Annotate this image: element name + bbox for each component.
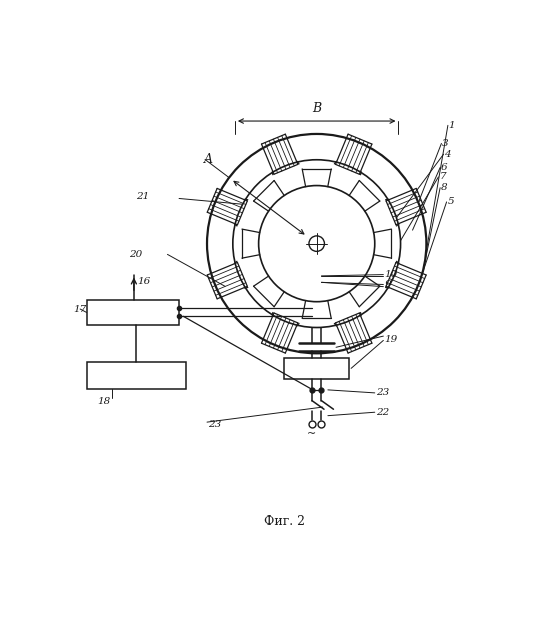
Bar bbox=[87, 300, 179, 325]
Text: 20: 20 bbox=[129, 250, 143, 259]
Text: 5: 5 bbox=[447, 197, 454, 207]
Text: 6: 6 bbox=[441, 163, 448, 172]
Text: 7: 7 bbox=[440, 172, 446, 182]
Text: 10: 10 bbox=[385, 270, 398, 279]
Text: 23: 23 bbox=[376, 388, 389, 397]
Text: 4: 4 bbox=[445, 150, 451, 159]
Text: 19: 19 bbox=[385, 335, 398, 344]
Text: ~: ~ bbox=[307, 429, 316, 440]
Text: 8: 8 bbox=[441, 183, 448, 192]
Text: 21: 21 bbox=[136, 192, 149, 201]
Bar bbox=[284, 358, 349, 379]
Text: 23: 23 bbox=[208, 420, 221, 429]
Text: 16: 16 bbox=[137, 277, 150, 286]
Text: 1: 1 bbox=[449, 121, 455, 130]
Text: 22: 22 bbox=[376, 408, 389, 417]
Text: 18: 18 bbox=[97, 397, 110, 406]
Text: A: A bbox=[204, 154, 213, 166]
Text: 9: 9 bbox=[385, 280, 391, 289]
Text: 3: 3 bbox=[442, 139, 449, 148]
Text: Фиг. 2: Фиг. 2 bbox=[264, 515, 305, 527]
Text: B: B bbox=[312, 102, 321, 115]
Text: 17: 17 bbox=[74, 305, 87, 314]
Bar bbox=[87, 362, 185, 388]
